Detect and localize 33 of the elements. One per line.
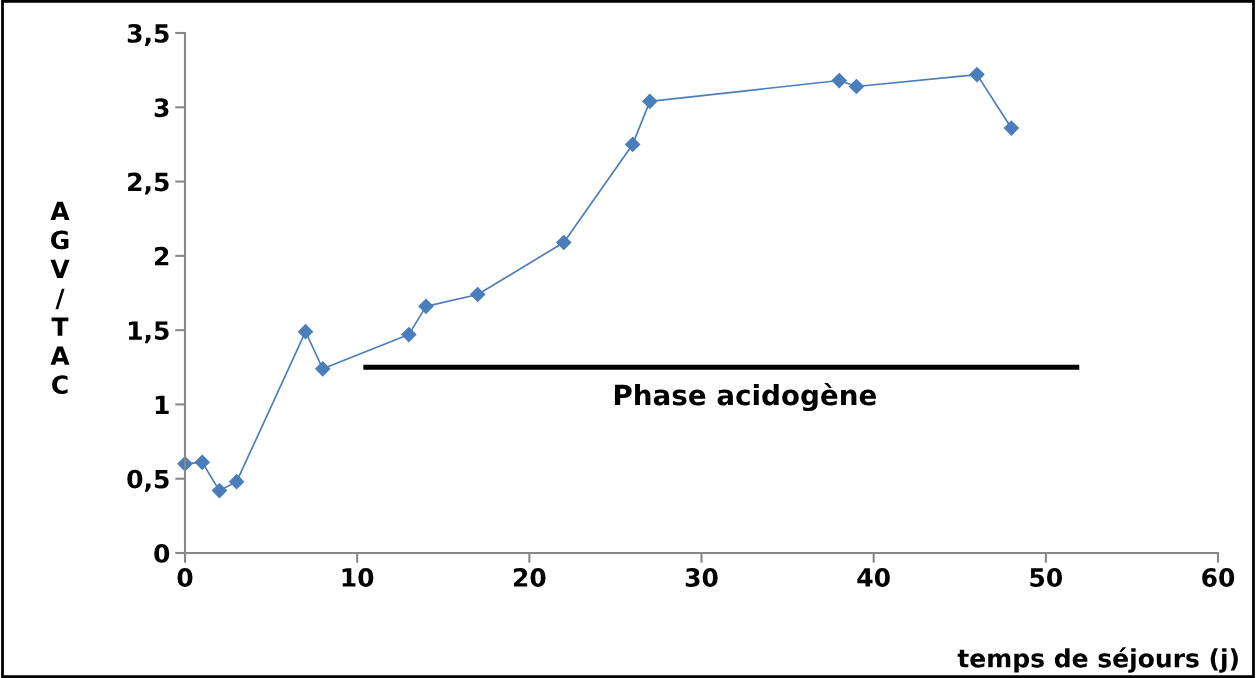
- point: [194, 454, 210, 470]
- point: [418, 298, 434, 314]
- point: [229, 474, 245, 490]
- point: [297, 324, 314, 340]
- x-tick-label: 10: [342, 568, 374, 587]
- x-tick-label: 40: [857, 568, 890, 587]
- y-tick-label: 3,5: [127, 23, 169, 47]
- point: [969, 67, 985, 83]
- y-tick-label: 2,5: [128, 172, 169, 195]
- point: [831, 72, 847, 89]
- point: [315, 361, 331, 377]
- point: [211, 483, 228, 499]
- point: [556, 234, 572, 251]
- point: [1003, 120, 1019, 136]
- y-axis-title: AGV/TAC: [50, 201, 70, 395]
- y-tick-label: 0: [154, 543, 170, 563]
- y-tick-label: 3: [154, 98, 169, 118]
- x-tick-label: 60: [1202, 568, 1235, 587]
- x-tick-label: 30: [685, 568, 718, 587]
- x-tick-label: 0: [177, 568, 193, 587]
- y-tick-label: 0,5: [127, 469, 169, 492]
- annotation: Phase acidogène: [614, 382, 877, 412]
- y-tick-label: 1: [155, 395, 169, 414]
- y-tick-label: 1,5: [128, 321, 169, 344]
- x-tick-label: 50: [1030, 568, 1063, 587]
- point: [642, 93, 658, 109]
- x-axis-title: temps de séjours (j): [957, 647, 1238, 673]
- y-tick-label: 2: [155, 246, 169, 266]
- point: [401, 327, 417, 343]
- x-tick-label: 20: [513, 568, 546, 587]
- point: [848, 78, 865, 95]
- point: [470, 286, 486, 303]
- point: [625, 136, 641, 152]
